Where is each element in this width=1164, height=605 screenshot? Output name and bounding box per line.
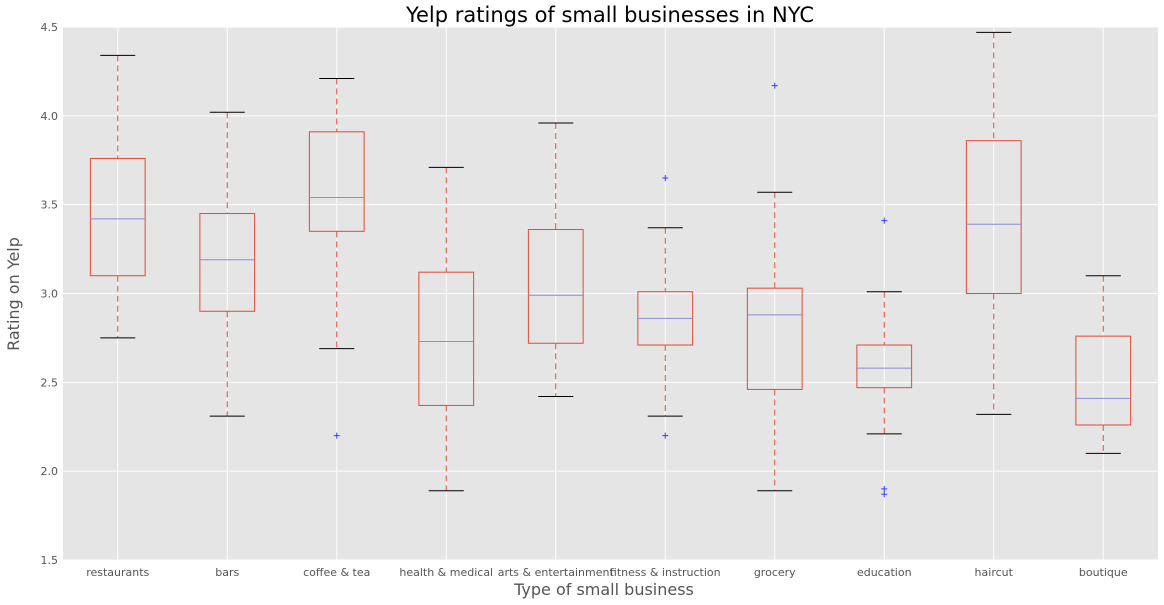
- y-tick-label: 2.5: [41, 376, 59, 389]
- box-iqr: [418, 271, 475, 406]
- x-tick-label: arts & entertainment: [498, 566, 615, 579]
- chart-title: Yelp ratings of small businesses in NYC: [405, 3, 814, 27]
- box-group-arts-entertainment: [527, 122, 584, 398]
- outlier-point: [881, 491, 888, 498]
- box-group-fitness-instruction: [637, 175, 694, 439]
- box-iqr: [199, 213, 256, 312]
- outlier-point: [333, 432, 340, 439]
- x-tick-label: restaurants: [86, 566, 149, 579]
- x-tick-label: coffee & tea: [303, 566, 370, 579]
- x-tick-label: haircut: [975, 566, 1014, 579]
- x-tick-label: education: [857, 566, 912, 579]
- x-tick-labels: restaurants bars coffee & tea health & medi…: [86, 566, 1128, 579]
- x-tick-label: boutique: [1079, 566, 1128, 579]
- outlier-point: [881, 217, 888, 224]
- x-tick-label: fitness & instruction: [610, 566, 721, 579]
- boxes: [89, 31, 1132, 498]
- outlier-point: [881, 485, 888, 492]
- box-group-health-medical: [418, 166, 475, 492]
- box-iqr: [965, 140, 1022, 294]
- box-iqr: [746, 287, 803, 390]
- box-iqr: [89, 157, 146, 277]
- box-iqr: [527, 229, 584, 344]
- outlier-point: [662, 432, 669, 439]
- y-tick-labels: 1.5 2.0 2.5 3.0 3.5 4.0 4.5: [41, 21, 59, 567]
- box-iqr: [308, 131, 365, 232]
- y-tick-label: 1.5: [41, 554, 59, 567]
- box-group-boutique: [1075, 275, 1132, 454]
- box-iqr: [1075, 335, 1132, 426]
- outlier-point: [662, 175, 669, 182]
- box-group-restaurants: [89, 54, 146, 339]
- box-group-education: [856, 217, 913, 498]
- x-tick-label: bars: [215, 566, 239, 579]
- y-tick-label: 4.5: [41, 21, 59, 34]
- y-tick-label: 4.0: [41, 110, 59, 123]
- y-tick-label: 3.0: [41, 288, 59, 301]
- y-axis-label: Rating on Yelp: [4, 237, 23, 351]
- box-group-bars: [199, 111, 256, 417]
- box-iqr: [856, 344, 913, 389]
- box-group-haircut: [965, 31, 1022, 415]
- outlier-point: [771, 82, 778, 89]
- y-tick-label: 2.0: [41, 465, 59, 478]
- x-tick-label: health & medical: [399, 566, 493, 579]
- x-tick-label: grocery: [754, 566, 796, 579]
- x-axis-label: Type of small business: [513, 580, 694, 599]
- box-group-coffee-tea: [308, 78, 365, 439]
- box-group-grocery: [746, 82, 803, 492]
- y-tick-label: 3.5: [41, 199, 59, 212]
